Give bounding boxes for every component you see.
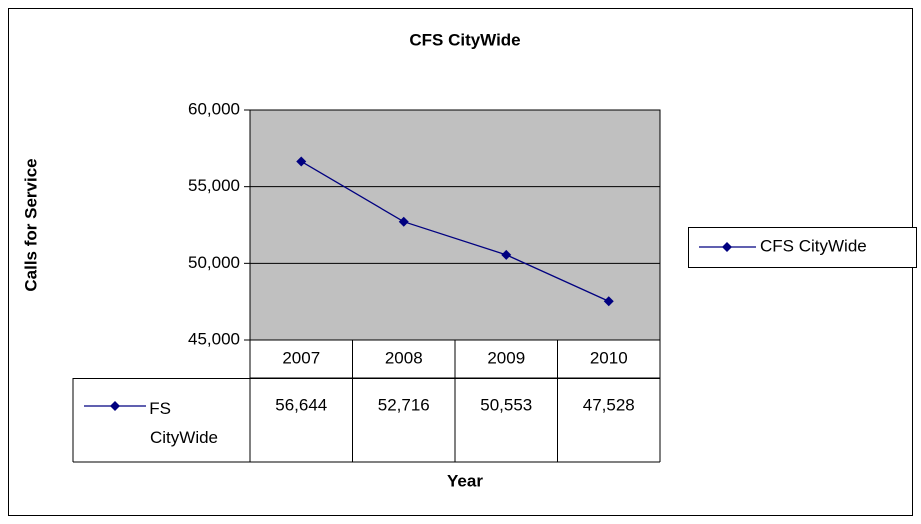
marker	[296, 156, 307, 167]
legend-label: CFS CityWide	[760, 236, 867, 255]
table-value: 50,553	[480, 395, 532, 414]
y-tick-label: 45,000	[188, 329, 240, 348]
x-axis-label: Year	[447, 471, 483, 490]
table-row-label: CFS CityWide	[150, 399, 219, 447]
table-row-label-text: CFS CityWide	[150, 399, 219, 447]
plot-area	[249, 109, 661, 341]
marker	[603, 296, 614, 307]
y-axis-label: Calls for Service	[21, 158, 40, 291]
x-tick-label: 2010	[590, 348, 628, 367]
chart-title: CFS CityWide	[409, 30, 520, 49]
y-tick-label: 55,000	[188, 176, 240, 195]
x-tick-label: 2007	[282, 348, 320, 367]
x-tick-label: 2008	[385, 348, 423, 367]
marker	[501, 249, 512, 260]
series-line	[300, 160, 610, 302]
y-tick-label: 50,000	[188, 253, 240, 272]
legend-marker	[722, 242, 732, 252]
table-legend-marker	[110, 401, 120, 411]
marker	[398, 216, 409, 227]
y-tick-label: 60,000	[188, 99, 240, 118]
table-value: 47,528	[583, 395, 635, 414]
table-value: 56,644	[275, 395, 327, 414]
table-value: 52,716	[378, 395, 430, 414]
x-tick-label: 2009	[487, 348, 525, 367]
